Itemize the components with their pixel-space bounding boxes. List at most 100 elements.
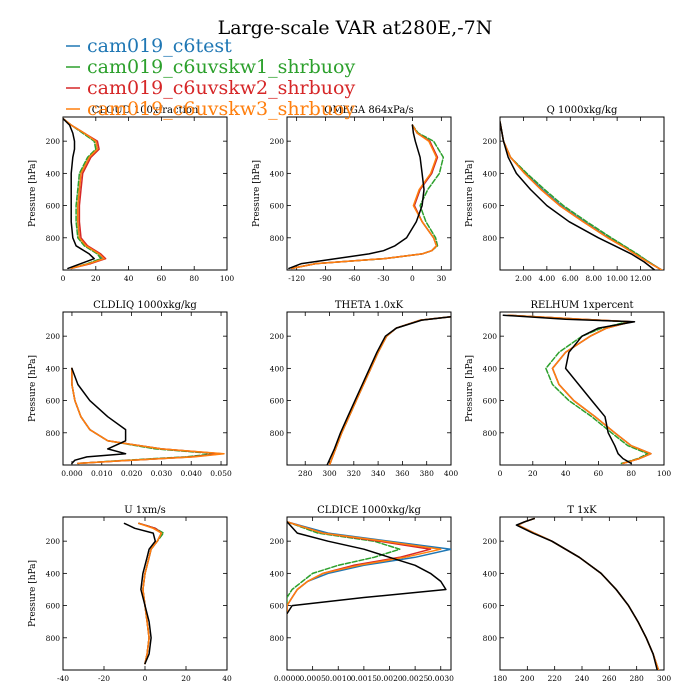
panel-9: T 1xK 200 400 600 800 180 200 220 240 260 280 300 <box>483 505 672 683</box>
x-tick-label: -40 <box>57 674 69 683</box>
y-tick-label: 800 <box>46 634 61 643</box>
y-tick-label: 800 <box>483 429 498 438</box>
y-axis-label: Pressure [hPa] <box>28 560 38 627</box>
series-group <box>287 521 451 615</box>
figure-title: Large-scale VAR at280E,-7N <box>218 17 493 39</box>
y-tick-label: 600 <box>46 397 61 406</box>
panel-frame <box>286 516 452 671</box>
series-uvskw2-line <box>500 121 663 270</box>
series-c6test-line <box>71 367 222 465</box>
x-tick-label: 300 <box>322 469 337 478</box>
panel-7: U 1xm/s Pressure [hPa] 200 400 600 800 -40 -20 0… <box>28 505 232 683</box>
series-control-line <box>515 517 658 670</box>
y-tick-label: 600 <box>270 202 285 211</box>
y-axis-label: Pressure [hPa] <box>465 160 475 227</box>
y-tick-label: 800 <box>46 234 61 243</box>
y-tick-label: 400 <box>270 169 285 178</box>
x-tick-label: 60 <box>157 274 167 283</box>
panel-title: CLDLIQ 1000xkg/kg <box>93 300 197 311</box>
y-tick-label: 200 <box>46 137 61 146</box>
panel-frame <box>499 516 665 671</box>
series-control-line <box>287 521 447 615</box>
series-uvskw1-line <box>63 117 102 270</box>
panel-title: Q 1000xkg/kg <box>547 105 618 116</box>
x-tick-label: 320 <box>347 469 362 478</box>
y-tick-label: 800 <box>483 234 498 243</box>
legend-label: cam019_c6uvskw3_shrbuoy <box>87 98 355 120</box>
series-uvskw1-line <box>291 124 445 270</box>
series-uvskw3-line <box>287 521 442 615</box>
x-tick-label: 0.0015 <box>351 674 377 683</box>
x-tick-label: -60 <box>348 274 360 283</box>
x-tick-label: 80 <box>626 469 636 478</box>
x-tick-label: 30 <box>437 274 447 283</box>
y-tick-label: 400 <box>483 569 498 578</box>
x-tick-label: 300 <box>657 674 672 683</box>
y-tick-label: 200 <box>483 137 498 146</box>
series-group <box>326 316 451 465</box>
x-tick-label: 0.0005 <box>300 674 326 683</box>
legend-label: cam019_c6uvskw1_shrbuoy <box>87 56 355 78</box>
series-uvskw1-line <box>328 316 451 465</box>
x-tick-label: 0 <box>410 274 415 283</box>
series-c6test-line <box>500 121 663 270</box>
x-tick-label: 340 <box>371 469 386 478</box>
x-tick-label: 0 <box>498 469 503 478</box>
x-tick-label: 0.030 <box>151 469 173 478</box>
series-group <box>71 367 225 465</box>
x-tick-label: 40 <box>124 274 134 283</box>
panel-title: CLOUD 100xfraction <box>92 105 199 116</box>
y-tick-label: 600 <box>483 602 498 611</box>
x-tick-label: 20 <box>528 469 538 478</box>
x-tick-label: 80 <box>189 274 199 283</box>
panel-title: OMEGA 864xPa/s <box>324 105 414 116</box>
series-control-line <box>63 117 95 270</box>
legend-label: cam019_c6test <box>87 35 232 57</box>
y-axis-label: Pressure [hPa] <box>28 355 38 422</box>
y-tick-label: 800 <box>483 634 498 643</box>
series-uvskw2-line <box>71 367 222 465</box>
x-tick-label: 10.00 <box>606 274 628 283</box>
series-c6test-line <box>328 316 451 465</box>
y-tick-label: 200 <box>483 537 498 546</box>
panel-frame <box>62 116 228 271</box>
series-control-line <box>288 124 425 270</box>
x-tick-label: 0.000 <box>61 469 83 478</box>
x-tick-label: 100 <box>657 469 672 478</box>
panel-title: RELHUM 1xpercent <box>530 300 633 311</box>
y-tick-label: 200 <box>483 332 498 341</box>
panel-frame <box>286 311 452 466</box>
x-tick-label: 180 <box>493 674 508 683</box>
series-group <box>288 124 445 270</box>
series-control-line <box>326 316 451 465</box>
y-tick-label: 400 <box>46 569 61 578</box>
y-tick-label: 400 <box>46 364 61 373</box>
y-tick-label: 800 <box>270 634 285 643</box>
x-tick-label: 360 <box>395 469 410 478</box>
x-tick-label: 0 <box>143 674 148 683</box>
series-uvskw2-line <box>517 517 660 670</box>
panel-2: OMEGA 864xPa/s Pressure [hPa] 200 400 600 800… <box>252 105 452 283</box>
y-tick-label: 400 <box>483 169 498 178</box>
series-uvskw3-line <box>328 316 451 465</box>
series-uvskw1-line <box>500 121 663 270</box>
x-tick-label: 0.020 <box>121 469 143 478</box>
y-tick-label: 800 <box>270 234 285 243</box>
panel-frame <box>499 311 665 466</box>
y-tick-label: 400 <box>270 569 285 578</box>
panel-frame <box>62 311 228 466</box>
x-tick-label: -30 <box>377 274 389 283</box>
series-control-line <box>71 367 127 465</box>
x-tick-label: 100 <box>220 274 235 283</box>
x-tick-label: -20 <box>98 674 110 683</box>
x-tick-label: 0.0030 <box>428 674 454 683</box>
panel-frame <box>62 516 228 671</box>
y-tick-label: 600 <box>270 397 285 406</box>
y-tick-label: 600 <box>483 202 498 211</box>
x-tick-label: 2.00 <box>515 274 532 283</box>
series-uvskw3-line <box>71 367 225 465</box>
series-uvskw3-line <box>291 124 438 270</box>
y-tick-label: 600 <box>270 602 285 611</box>
